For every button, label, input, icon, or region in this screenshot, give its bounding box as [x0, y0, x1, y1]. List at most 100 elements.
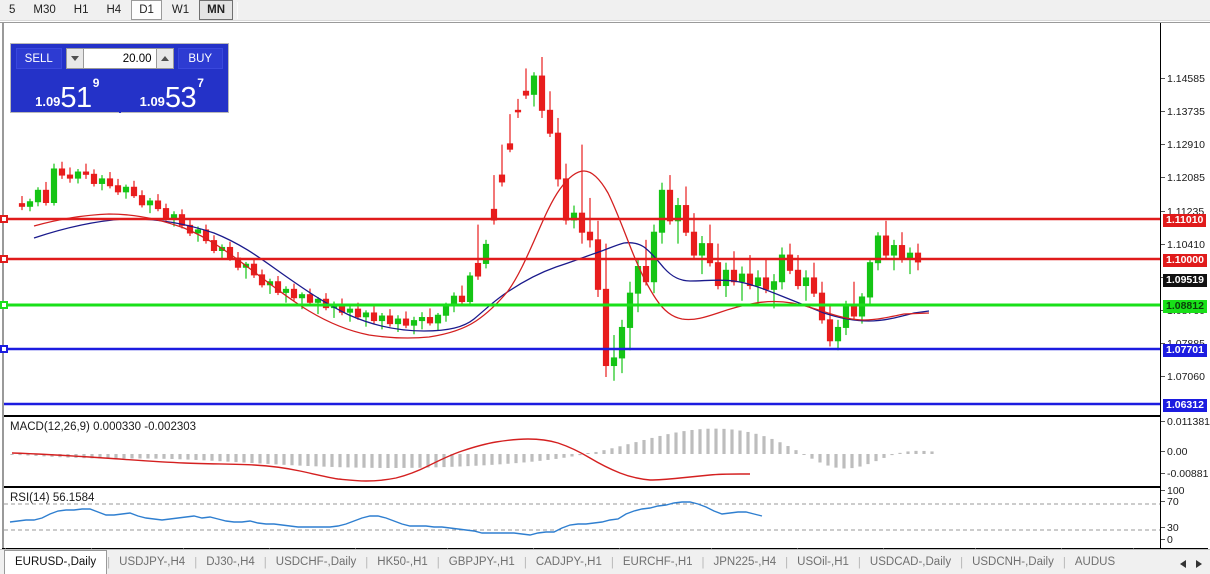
- symbol-tab[interactable]: AUDUS: [1074, 556, 1116, 568]
- rsi-tick: 0: [1161, 535, 1173, 546]
- macd-histogram-bar: [626, 444, 630, 454]
- candle-body: [130, 186, 138, 197]
- scroll-right-icon[interactable]: [1196, 560, 1202, 568]
- price-level-label-support[interactable]: 1.06312: [1163, 399, 1207, 412]
- rsi-tick: 100: [1161, 486, 1185, 497]
- timeframe-button-d1[interactable]: D1: [131, 0, 162, 20]
- macd-histogram-bar: [18, 454, 22, 456]
- candle-body: [442, 304, 450, 316]
- timeframe-button-w1[interactable]: W1: [171, 4, 190, 16]
- sell-price-display[interactable]: 1.09 51 9: [16, 72, 121, 113]
- candle-body: [898, 245, 906, 260]
- level-marker-support-blue[interactable]: [0, 345, 8, 353]
- rsi-pane[interactable]: RSI(14) 56.1584: [4, 486, 1162, 548]
- level-marker-support-green[interactable]: [0, 301, 8, 309]
- candle-body: [426, 317, 434, 324]
- candle-body: [74, 171, 82, 179]
- symbol-tab[interactable]: USDCAD-,Daily: [869, 556, 952, 568]
- macd-plot: [10, 428, 934, 482]
- buy-price-fraction: 7: [197, 76, 204, 90]
- sell-button[interactable]: SELL: [16, 48, 62, 69]
- macd-pane[interactable]: MACD(12,26,9) 0.000330 -0.002303: [4, 415, 1162, 485]
- volume-stepper[interactable]: 20.00: [65, 48, 174, 69]
- symbol-tab[interactable]: USDCHF-,Daily: [275, 556, 357, 568]
- macd-tick: 0.00: [1161, 447, 1187, 458]
- candle-body: [402, 318, 410, 326]
- macd-histogram-bar: [378, 454, 382, 468]
- symbol-tab[interactable]: HK50-,H1: [377, 556, 428, 568]
- level-marker-resistance-2[interactable]: [0, 255, 8, 263]
- macd-histogram-bar: [506, 454, 510, 464]
- symbol-tab[interactable]: EURCHF-,H1: [622, 556, 693, 568]
- candle-body: [834, 326, 842, 342]
- macd-histogram-bar: [162, 454, 166, 459]
- candle-body: [842, 304, 850, 328]
- macd-histogram-bar: [818, 454, 822, 463]
- macd-histogram-bar: [130, 454, 134, 459]
- symbol-tab[interactable]: USDCNH-,Daily: [972, 556, 1054, 568]
- macd-histogram-bar: [490, 454, 494, 465]
- macd-histogram-bar: [298, 454, 302, 466]
- price-axis[interactable]: 1.14585 1.13735 1.12910 1.12085 1.11235 1.104…: [1160, 23, 1210, 548]
- one-click-trading-panel[interactable]: SELL 20.00 BUY 1.09 51 9 1.09: [10, 43, 229, 113]
- macd-histogram-bar: [138, 454, 142, 459]
- timeframe-button-h1[interactable]: H1: [73, 4, 89, 16]
- symbol-tab[interactable]: JPN225-,H4: [713, 556, 777, 568]
- candle-body: [170, 214, 178, 219]
- price-tick: 1.11235: [1161, 207, 1204, 218]
- tab-separator: |: [263, 557, 267, 569]
- tab-separator: |: [436, 557, 440, 569]
- candle-body: [538, 75, 546, 111]
- candle-body: [370, 312, 378, 322]
- chart-canvas[interactable]: EURUSD-,Daily 1.09602 1.09602 1.09455 1.…: [0, 23, 1210, 548]
- macd-histogram-bar: [890, 454, 894, 456]
- symbol-tab[interactable]: USDJPY-,H4: [119, 556, 186, 568]
- scroll-left-icon[interactable]: [1180, 560, 1186, 568]
- symbol-tab[interactable]: CADJPY-,H1: [535, 556, 602, 568]
- timeframe-button-h4[interactable]: H4: [106, 4, 122, 16]
- macd-histogram-bar: [434, 454, 438, 468]
- volume-increase-button[interactable]: [155, 48, 174, 69]
- macd-histogram-bar: [330, 454, 334, 467]
- candle-body: [826, 319, 834, 342]
- price-level-label-resistance[interactable]: 1.11010: [1163, 214, 1207, 227]
- timeframe-button-m5[interactable]: 5: [9, 4, 16, 16]
- macd-histogram-bar: [442, 454, 446, 468]
- macd-histogram-bar: [898, 452, 902, 454]
- price-level-label-resistance[interactable]: 1.10000: [1163, 254, 1207, 267]
- oct-toolbar: SELL 20.00 BUY: [16, 48, 223, 69]
- macd-histogram-bar: [794, 450, 798, 454]
- macd-histogram-bar: [42, 454, 46, 457]
- symbol-tab[interactable]: DJ30-,H4: [206, 556, 255, 568]
- macd-histogram-bar: [810, 454, 814, 459]
- price-level-label-support[interactable]: 1.08812: [1163, 300, 1207, 313]
- volume-input[interactable]: 20.00: [83, 48, 156, 69]
- price-tick: 1.10410: [1161, 240, 1205, 251]
- symbol-tab[interactable]: EURUSD-,Daily: [4, 550, 108, 574]
- buy-price-display[interactable]: 1.09 53 7: [121, 72, 224, 113]
- volume-decrease-button[interactable]: [65, 48, 84, 69]
- macd-histogram-bar: [290, 454, 294, 466]
- timeframe-button-m30[interactable]: M30: [33, 4, 56, 16]
- candle-body: [706, 243, 714, 264]
- macd-histogram-bar: [714, 428, 718, 454]
- candle-body: [746, 273, 754, 287]
- macd-histogram-bar: [562, 454, 566, 458]
- symbol-tab[interactable]: GBPJPY-,H1: [448, 556, 515, 568]
- price-level-label-last-price[interactable]: 1.09519: [1163, 274, 1207, 287]
- buy-button[interactable]: BUY: [177, 48, 223, 69]
- symbol-tab[interactable]: USOil-,H1: [797, 556, 849, 568]
- macd-histogram-bar: [426, 454, 430, 468]
- price-level-label-support[interactable]: 1.07701: [1163, 344, 1207, 357]
- macd-histogram-bar: [738, 430, 742, 454]
- macd-histogram-bar: [618, 446, 622, 454]
- macd-histogram-bar: [106, 454, 110, 459]
- tab-separator: |: [857, 557, 861, 569]
- level-marker-resistance-1[interactable]: [0, 215, 8, 223]
- macd-histogram-bar: [538, 454, 542, 461]
- macd-histogram-bar: [770, 438, 774, 454]
- timeframe-button-mn[interactable]: MN: [199, 0, 234, 20]
- candle-body: [722, 269, 730, 287]
- macd-histogram-bar: [354, 454, 358, 468]
- candle-body: [874, 235, 882, 264]
